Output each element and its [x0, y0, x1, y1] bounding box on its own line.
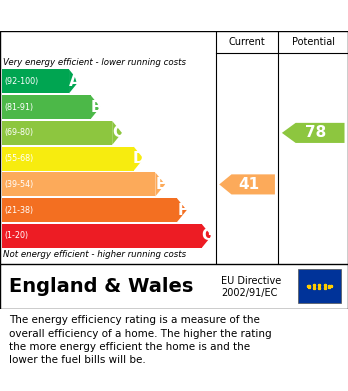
Bar — [2, 172, 155, 196]
Text: (69-80): (69-80) — [5, 128, 34, 137]
Text: (81-91): (81-91) — [5, 103, 34, 112]
Bar — [2, 224, 202, 248]
Text: Potential: Potential — [292, 37, 335, 47]
Bar — [2, 198, 177, 222]
Polygon shape — [69, 70, 79, 93]
Polygon shape — [90, 95, 100, 119]
Text: 2002/91/EC: 2002/91/EC — [221, 288, 277, 298]
Text: (92-100): (92-100) — [5, 77, 39, 86]
Polygon shape — [219, 174, 275, 194]
Polygon shape — [282, 123, 345, 143]
Polygon shape — [202, 224, 212, 248]
Text: D: D — [133, 151, 146, 166]
Text: A: A — [69, 74, 80, 89]
Text: (39-54): (39-54) — [5, 180, 34, 189]
Text: C: C — [112, 126, 123, 140]
Bar — [2, 121, 112, 145]
Polygon shape — [177, 198, 187, 222]
Polygon shape — [134, 147, 143, 170]
Text: EU Directive: EU Directive — [221, 276, 281, 286]
Text: B: B — [90, 100, 102, 115]
Text: (1-20): (1-20) — [5, 231, 29, 240]
Text: Not energy efficient - higher running costs: Not energy efficient - higher running co… — [3, 250, 187, 259]
Polygon shape — [112, 121, 122, 145]
Text: 41: 41 — [238, 177, 260, 192]
Bar — [298, 269, 341, 303]
Text: E: E — [156, 177, 166, 192]
Bar — [2, 70, 69, 93]
Bar — [2, 147, 134, 170]
Text: F: F — [177, 203, 188, 218]
Text: 78: 78 — [304, 126, 326, 140]
Text: Energy Efficiency Rating: Energy Efficiency Rating — [10, 8, 232, 23]
Text: England & Wales: England & Wales — [9, 277, 193, 296]
Text: G: G — [201, 228, 214, 244]
Text: (21-38): (21-38) — [5, 206, 34, 215]
Text: (55-68): (55-68) — [5, 154, 34, 163]
Text: Very energy efficient - lower running costs: Very energy efficient - lower running co… — [3, 58, 187, 67]
Polygon shape — [155, 172, 165, 196]
Bar — [2, 95, 90, 119]
Text: Current: Current — [229, 37, 266, 47]
Text: The energy efficiency rating is a measure of the
overall efficiency of a home. T: The energy efficiency rating is a measur… — [9, 316, 271, 365]
